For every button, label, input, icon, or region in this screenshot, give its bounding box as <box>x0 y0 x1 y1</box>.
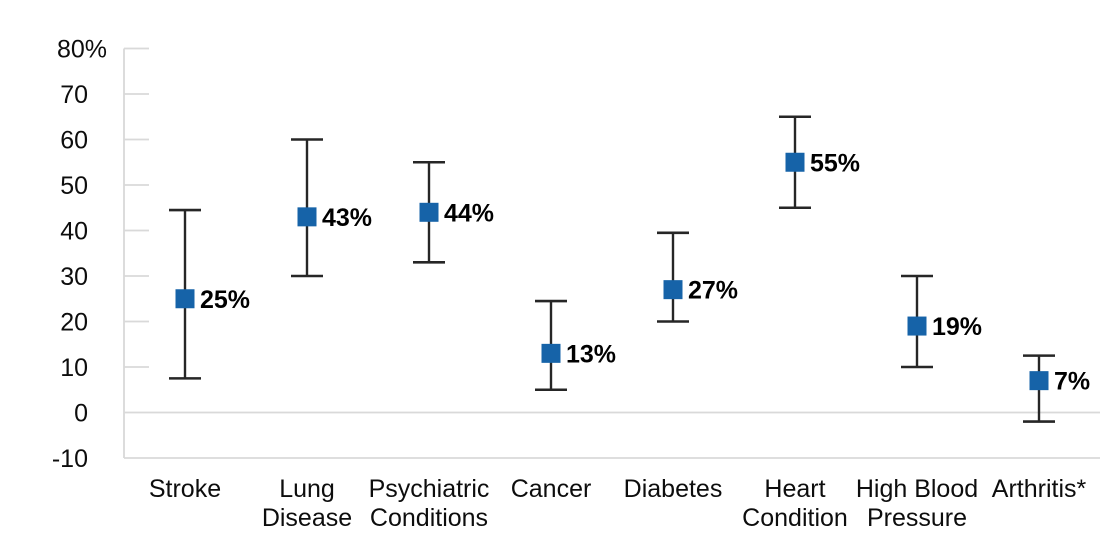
error-bar-chart-svg: 80% 70 60 50 40 30 20 10 0 -10 25% Stroke 43% LungDis… <box>52 36 1100 532</box>
data-point-marker <box>297 207 317 227</box>
data-point-label: 27% <box>688 277 738 305</box>
x-axis-label: High Blood <box>856 475 978 503</box>
y-tick-label: 70 <box>60 81 88 109</box>
data-point-marker <box>175 289 195 309</box>
error-bar-chart-figure: 80% 70 60 50 40 30 20 10 0 -10 25% Stroke 43% Lung Dis… <box>40 16 1100 544</box>
x-axis-label: Arthritis* <box>992 475 1087 503</box>
y-tick-label: 10 <box>60 354 88 382</box>
data-point-label: 25% <box>200 286 250 314</box>
data-point-label: 55% <box>810 149 860 177</box>
data-point-label: 43% <box>322 204 372 232</box>
x-axis-label: Diabetes <box>624 475 723 503</box>
y-tick-label: 50 <box>60 172 88 200</box>
data-point-label: 19% <box>932 313 982 341</box>
x-axis-label: Condition <box>742 504 848 532</box>
data-point-label: 7% <box>1054 368 1090 396</box>
y-tick-label: 30 <box>60 263 88 291</box>
data-point-marker <box>1029 371 1049 391</box>
data-point-marker <box>907 316 927 336</box>
x-axis-label: Heart <box>764 475 825 503</box>
x-axis-label: Lung <box>279 475 335 503</box>
data-point-marker <box>785 152 805 172</box>
x-axis-label: Stroke <box>149 475 221 503</box>
data-point-marker <box>419 202 439 222</box>
y-tick-label: 0 <box>74 400 88 428</box>
data-point-label: 13% <box>566 340 616 368</box>
y-tick-label: 40 <box>60 218 88 246</box>
x-axis-label: Pressure <box>867 504 967 532</box>
x-axis-label: Cancer <box>511 475 592 503</box>
data-point-label: 44% <box>444 199 494 227</box>
x-axis-label: Disease <box>262 504 352 532</box>
x-axis-label: Conditions <box>370 504 488 532</box>
y-tick-label: -10 <box>52 445 88 473</box>
y-tick-label: 20 <box>60 309 88 337</box>
y-tick-label: 80% <box>57 36 107 64</box>
data-point-marker <box>541 343 561 363</box>
x-axis-label: Psychiatric <box>369 475 490 503</box>
y-tick-label: 60 <box>60 127 88 155</box>
data-point-marker <box>663 280 683 300</box>
